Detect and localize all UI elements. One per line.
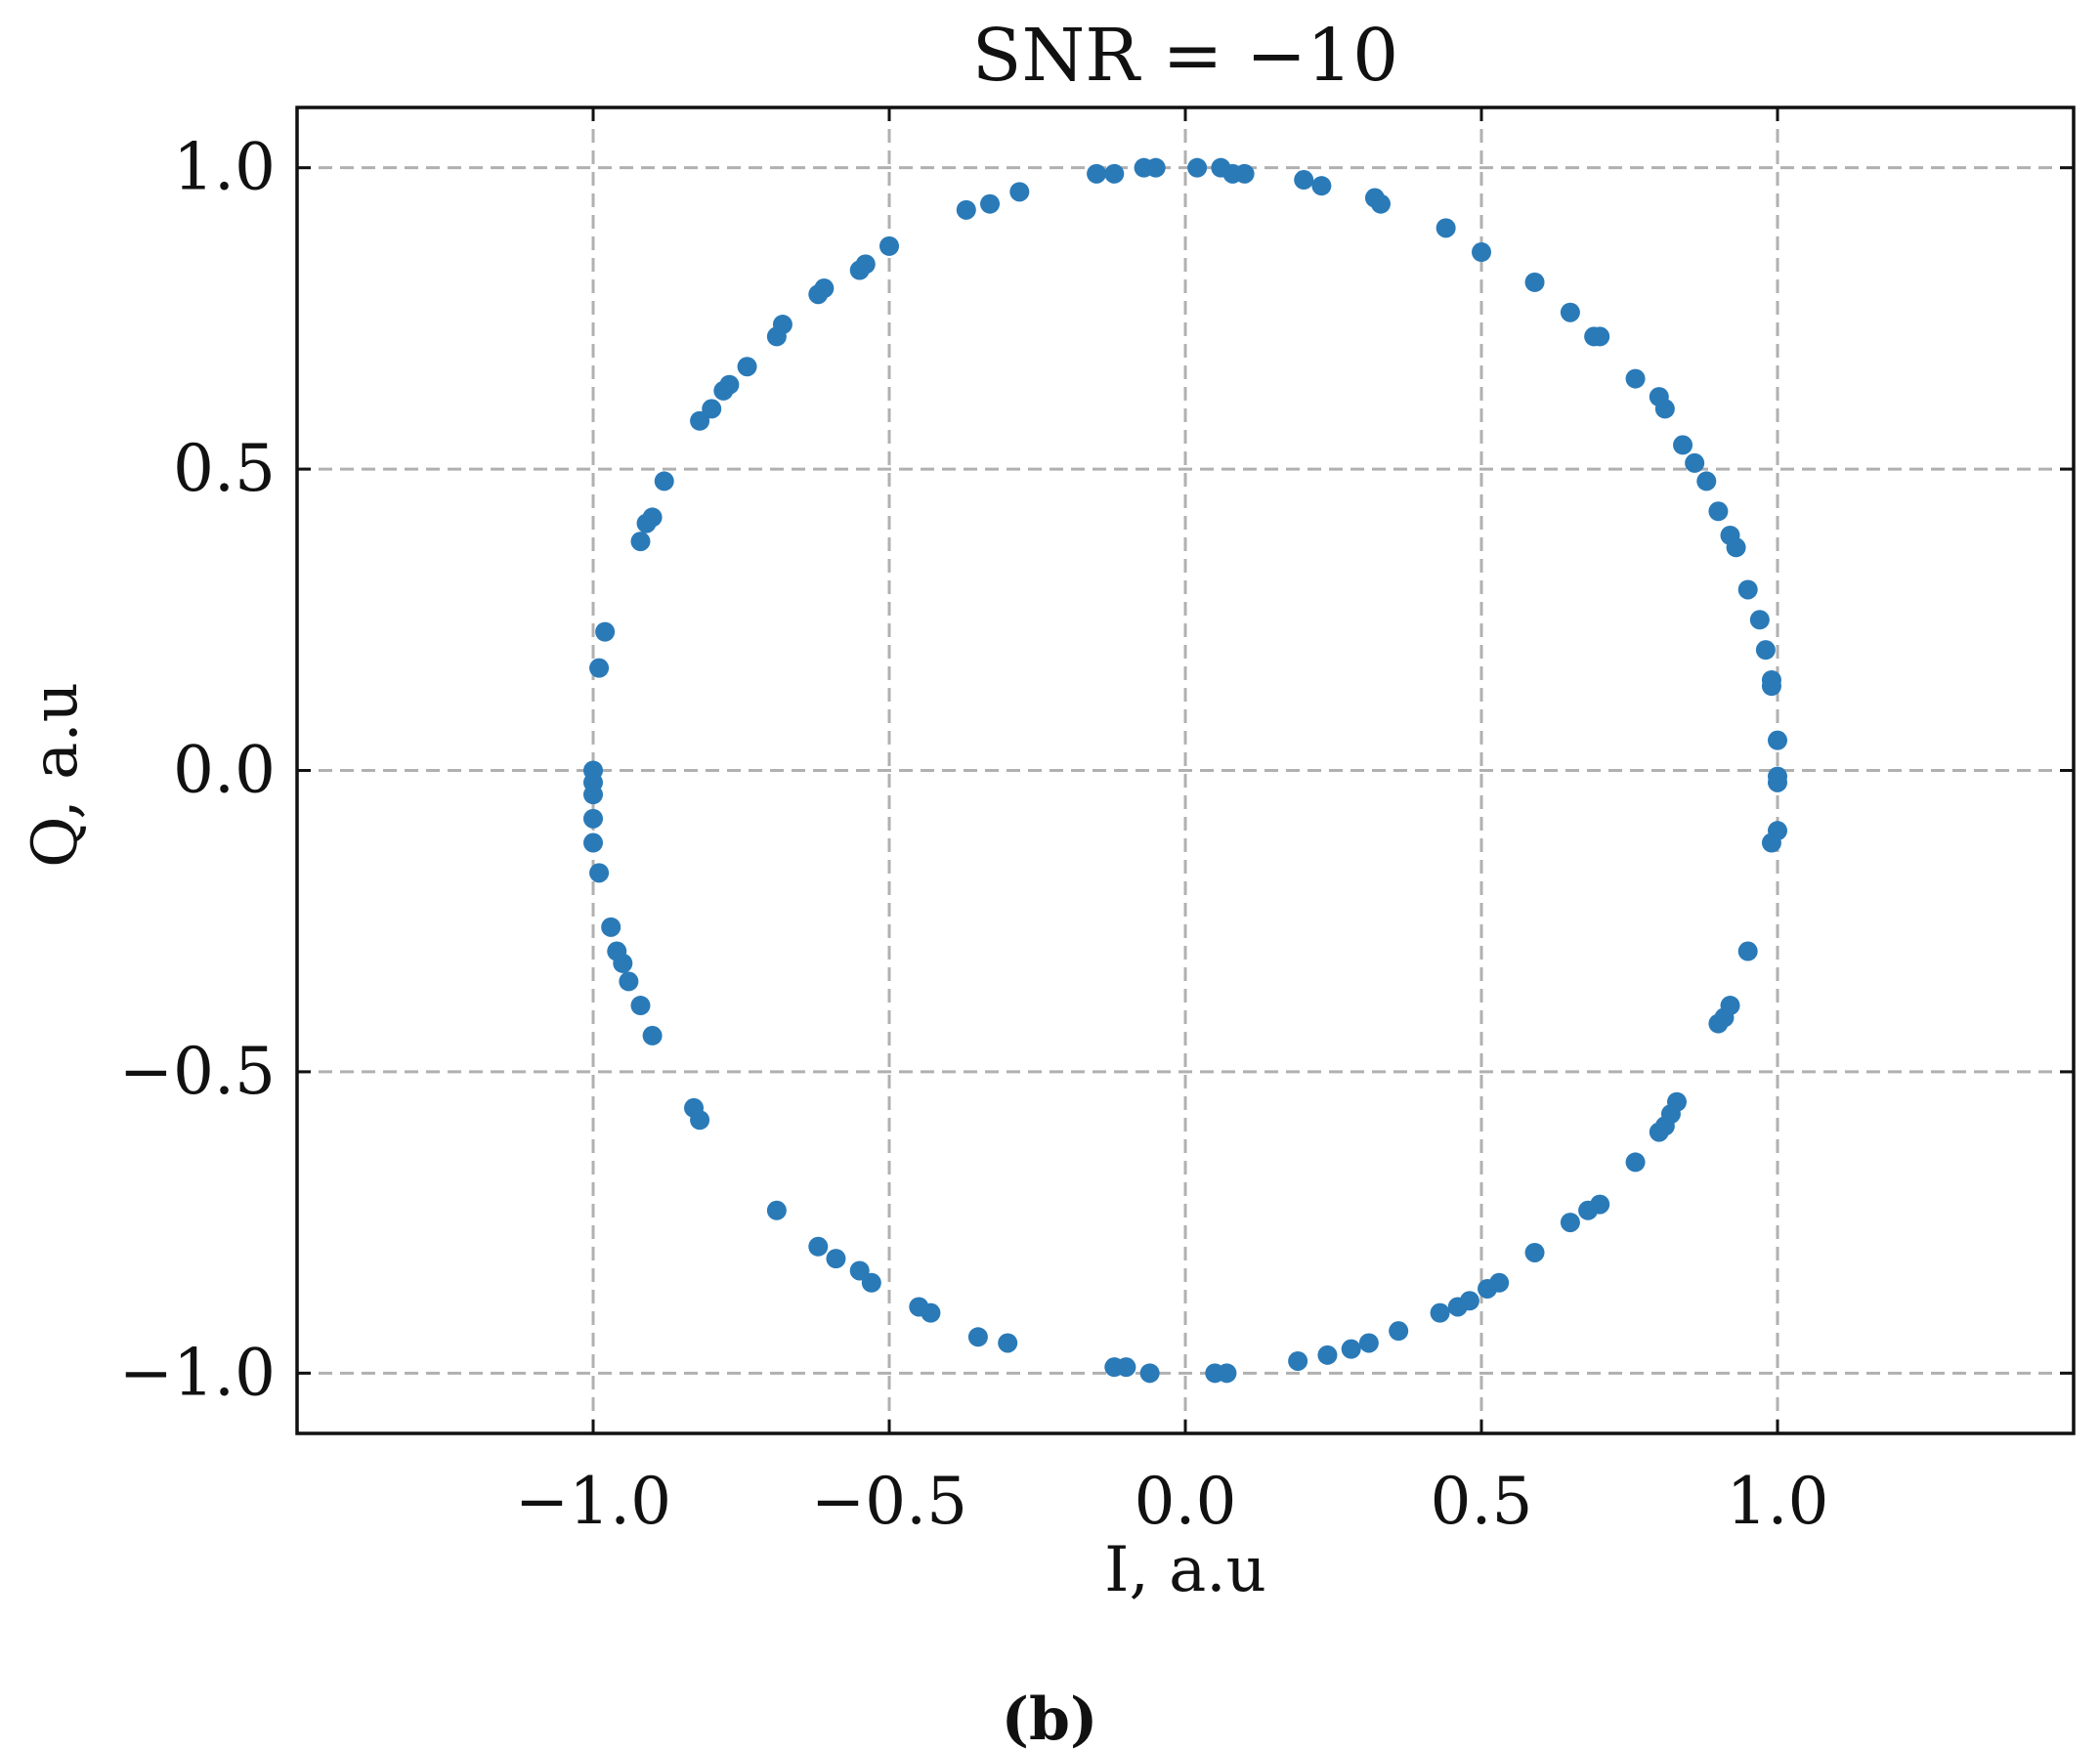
y-tick-label: −0.5 [119,1034,276,1109]
scatter-point [1524,272,1545,292]
scatter-point [1685,452,1705,473]
scatter-point [684,1097,705,1118]
scatter-point [1761,676,1781,697]
scatter-point [1087,163,1107,184]
scatter-point [654,471,674,491]
grid-lines [297,107,2074,1433]
scatter-point [855,254,876,275]
scatter-point [589,658,610,678]
scatter-point [630,996,651,1016]
y-axis-label: Q, a.u [20,682,92,868]
scatter-point [1726,537,1746,558]
scatter-point [642,1025,663,1046]
scatter-point [909,1297,929,1317]
scatter-point [583,832,603,853]
scatter-point [861,1272,881,1293]
scatter-point [1472,242,1491,263]
scatter-point [1768,772,1787,792]
figure-caption: (b) [1002,1686,1098,1750]
scatter-point [1478,1278,1498,1299]
scatter-point [719,374,740,395]
scatter-point [1625,1152,1646,1173]
scatter-point [1311,176,1332,196]
scatter-point [1447,1297,1468,1317]
x-tick-label: −1.0 [515,1464,671,1539]
scatter-point [589,863,610,883]
scatter-point [1737,941,1758,961]
scatter-point [1737,579,1758,600]
scatter-point [1430,1302,1450,1323]
scatter-point [980,193,1001,214]
scatter-point [630,532,651,552]
scatter-point [814,278,835,299]
scatter-point [1749,610,1770,630]
scatter-point [601,917,621,937]
scatter-point [879,235,899,256]
scatter-point [1755,640,1776,661]
scatter-point [1560,302,1580,322]
scatter-point [1104,163,1125,184]
scatter-point [1654,399,1675,419]
scatter-point [1590,326,1610,347]
scatter-point [1761,832,1781,853]
scatter-point [1625,368,1646,389]
y-tick-label: −1.0 [119,1335,276,1410]
scatter-point [1317,1345,1338,1365]
x-axis-label: I, a.u [1104,1534,1266,1606]
x-tick-label: −0.5 [811,1464,967,1539]
y-tick-label: 0.0 [173,733,276,808]
data-points [583,157,1787,1384]
scatter-point [1696,471,1717,491]
scatter-point [642,507,663,528]
scatter-point [1145,157,1166,178]
scatter-point [1288,1350,1308,1371]
scatter-point [1389,1321,1409,1342]
scatter-point [1524,1242,1545,1262]
scatter-point [826,1249,846,1269]
scatter-point [1234,163,1255,184]
scatter-point [1708,1013,1729,1034]
scatter-point [772,315,793,335]
scatter-point [766,1200,787,1220]
scatter-point [619,971,639,992]
scatter-point [1436,218,1456,238]
scatter-point [1673,435,1693,455]
scatter-point [1104,1357,1125,1378]
scatter-point [595,621,616,642]
scatter-point [1560,1213,1580,1233]
scatter-point [702,399,722,419]
scatter-point [1578,1200,1599,1220]
scatter-point [1341,1339,1361,1359]
plot-frame [295,106,2076,1435]
chart-title: SNR = −10 [972,14,1398,98]
scatter-point [1768,730,1787,750]
x-tick-label: 0.5 [1431,1464,1533,1539]
scatter-point [1205,1363,1225,1384]
scatter-point [956,199,976,220]
x-tick-label: 0.0 [1135,1464,1237,1539]
y-tick-label: 1.0 [173,130,276,205]
x-tick-label: 1.0 [1727,1464,1829,1539]
scatter-point [1294,170,1314,191]
scatter-point [967,1327,988,1347]
scatter-point [849,1260,870,1281]
scatter-point [1187,157,1208,178]
scatter-point [583,808,603,829]
scatter-point [583,760,603,781]
scatter-point [998,1333,1018,1353]
scatter-point [808,1236,829,1257]
scatter-point [1358,1333,1379,1353]
scatter-point [737,357,757,377]
scatter-point [1139,1363,1160,1384]
scatter-point [690,410,710,431]
axis-ticks: −1.0 −0.5 0.0 0.5 1.0 1.0 0.5 0.0 −0.5 −1.0 [119,107,2074,1539]
scatter-point [1649,1122,1669,1142]
scatter-point [1370,193,1391,214]
y-tick-label: 0.5 [173,431,276,506]
scatter-point [1708,501,1729,522]
scatter-point [1009,182,1030,202]
scatter-point [607,941,627,961]
